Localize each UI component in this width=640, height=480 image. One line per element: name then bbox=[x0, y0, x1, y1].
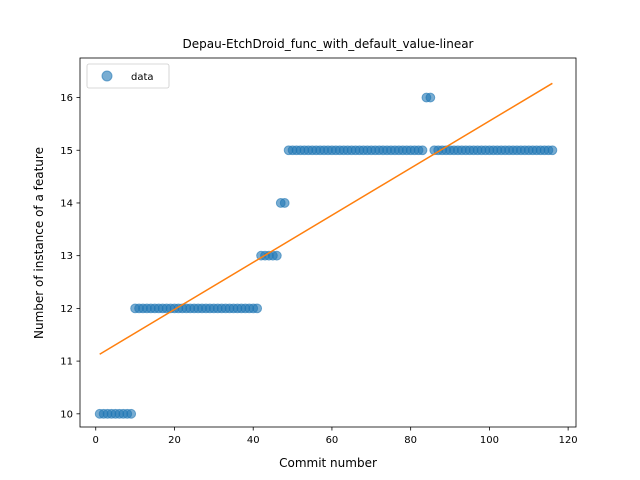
plot-frame bbox=[79, 57, 577, 428]
y-tick-label: 14 bbox=[60, 198, 73, 209]
y-tick-label: 15 bbox=[60, 146, 73, 157]
x-tick-label: 60 bbox=[326, 435, 339, 446]
y-axis: 10 11 12 13 14 15 16 bbox=[60, 93, 80, 420]
x-tick-label: 0 bbox=[93, 435, 99, 446]
fit-line bbox=[99, 82, 553, 355]
x-tick-label: 100 bbox=[480, 435, 499, 446]
legend-label-data: data bbox=[131, 72, 154, 83]
chart-title: Depau-EtchDroid_func_with_default_value-… bbox=[183, 37, 474, 51]
legend-marker-data bbox=[101, 70, 113, 82]
plot-area bbox=[94, 82, 558, 419]
x-tick-label: 120 bbox=[559, 435, 578, 446]
x-tick-label: 20 bbox=[168, 435, 181, 446]
data-point bbox=[126, 408, 137, 419]
data-point bbox=[417, 145, 428, 156]
x-axis-title: Commit number bbox=[279, 456, 377, 470]
legend: data bbox=[86, 63, 170, 89]
data-point bbox=[279, 198, 290, 208]
x-tick-label: 40 bbox=[247, 435, 260, 446]
x-axis: 0 20 40 60 80 100 120 bbox=[93, 427, 578, 446]
data-point bbox=[425, 92, 436, 103]
data-point bbox=[547, 145, 558, 156]
y-tick-label: 16 bbox=[60, 93, 73, 104]
y-tick-label: 11 bbox=[60, 357, 73, 368]
legend-box bbox=[86, 63, 170, 89]
data-point bbox=[252, 303, 263, 314]
y-tick-label: 13 bbox=[60, 251, 73, 262]
y-tick-label: 12 bbox=[60, 304, 73, 315]
x-tick-label: 80 bbox=[404, 435, 417, 446]
y-tick-label: 10 bbox=[60, 409, 73, 420]
data-point bbox=[271, 250, 282, 261]
y-axis-title: Number of instance of a feature bbox=[32, 147, 46, 339]
